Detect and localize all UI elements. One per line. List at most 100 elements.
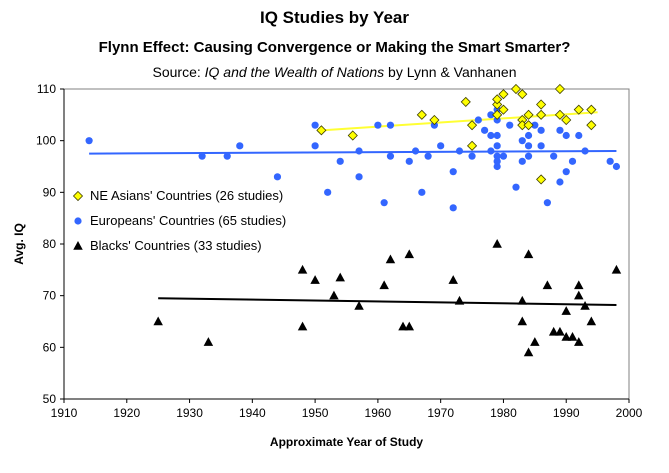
data-point-diamond — [561, 114, 572, 126]
data-point-circle — [487, 131, 495, 140]
x-tick-label: 1930 — [176, 406, 203, 420]
data-point-diamond — [586, 104, 597, 115]
data-point-circle — [455, 147, 464, 155]
data-point-diamond — [416, 109, 427, 120]
legend-entry-circle: Europeans' Countries (65 studies) — [74, 213, 286, 228]
data-point-diamond — [492, 94, 503, 105]
data-point-circle — [537, 126, 545, 134]
data-point-triangle — [517, 316, 528, 326]
x-axis-label: Approximate Year of Study — [270, 435, 423, 449]
data-point-circle — [524, 142, 533, 150]
data-point-circle — [581, 147, 589, 155]
data-point-triangle — [404, 249, 415, 259]
data-point-triangle — [404, 321, 415, 331]
legend-entry-triangle: Blacks' Countries (33 studies) — [73, 238, 262, 253]
chart-source: Source: IQ and the Wealth of Nations by … — [0, 64, 669, 80]
y-tick-label: 80 — [43, 237, 57, 251]
data-point-diamond — [492, 99, 503, 110]
data-point-triangle — [561, 306, 571, 315]
data-point-diamond — [586, 120, 597, 131]
data-point-circle — [524, 152, 533, 160]
data-point-circle — [550, 152, 558, 160]
data-point-diamond — [554, 83, 566, 95]
x-tick-label: 1980 — [490, 406, 517, 420]
data-point-triangle — [574, 280, 584, 290]
data-point-circle — [273, 173, 282, 181]
data-point-triangle — [574, 290, 584, 300]
data-point-circle — [493, 106, 501, 114]
data-point-circle — [468, 152, 476, 160]
data-point-circle — [418, 188, 426, 196]
data-point-triangle — [548, 326, 559, 336]
data-point-circle — [493, 116, 501, 124]
data-point-diamond — [498, 104, 509, 115]
data-point-triangle — [153, 316, 163, 326]
legend-marker-triangle — [73, 241, 83, 250]
data-point-diamond — [536, 99, 547, 110]
data-point-circle — [474, 116, 482, 124]
data-point-circle — [386, 121, 395, 129]
data-point-circle — [449, 204, 457, 212]
data-point-diamond — [573, 104, 584, 115]
data-point-triangle — [523, 347, 534, 357]
data-point-diamond — [523, 109, 534, 120]
data-point-triangle — [492, 239, 502, 248]
data-point-circle — [85, 137, 93, 145]
data-point-diamond — [492, 109, 503, 120]
data-point-circle — [612, 162, 621, 171]
data-point-circle — [430, 121, 438, 129]
data-point-triangle — [448, 275, 458, 284]
data-point-circle — [374, 121, 382, 129]
data-point-triangle — [555, 326, 565, 336]
series-triangle — [153, 239, 622, 357]
source-title: IQ and the Wealth of Nations — [204, 64, 385, 80]
x-tick-label: 2000 — [616, 406, 643, 420]
data-point-circle — [493, 131, 501, 140]
data-point-circle — [556, 178, 564, 186]
data-point-triangle — [203, 337, 214, 346]
data-point-triangle — [530, 337, 540, 346]
data-point-circle — [568, 157, 577, 165]
data-point-triangle — [517, 295, 528, 305]
y-tick-label: 110 — [37, 82, 56, 96]
data-point-triangle — [567, 332, 578, 341]
data-point-diamond — [498, 89, 509, 100]
data-point-circle — [562, 131, 570, 140]
data-point-circle — [405, 157, 413, 165]
data-point-diamond — [316, 125, 327, 136]
source-prefix: Source: — [152, 64, 205, 80]
y-tick-label: 100 — [36, 134, 56, 148]
data-point-circle — [311, 121, 319, 129]
x-tick-label: 1910 — [51, 406, 78, 420]
y-tick-label: 70 — [43, 289, 57, 303]
data-point-circle — [562, 168, 570, 176]
trendline-diamond — [321, 111, 598, 132]
data-point-triangle — [297, 264, 308, 274]
data-point-circle — [324, 188, 332, 196]
data-point-circle — [386, 152, 395, 160]
x-tick-label: 1940 — [239, 406, 266, 420]
legend-entry-diamond: NE Asians' Countries (26 studies) — [72, 188, 283, 203]
data-point-circle — [487, 111, 495, 119]
data-point-circle — [518, 157, 526, 165]
data-point-triangle — [329, 290, 339, 300]
data-point-diamond — [523, 120, 534, 131]
y-axis-label: Avg. IQ — [12, 223, 26, 265]
chart-title: IQ Studies by Year — [260, 8, 409, 27]
data-point-circle — [556, 126, 564, 134]
data-point-circle — [481, 126, 489, 134]
data-point-triangle — [580, 301, 590, 310]
data-point-circle — [493, 157, 501, 165]
data-point-triangle — [454, 295, 465, 305]
data-point-circle — [223, 152, 231, 160]
data-point-circle — [198, 152, 206, 160]
data-point-circle — [499, 152, 508, 160]
data-point-circle — [380, 199, 388, 207]
data-point-circle — [336, 157, 344, 165]
data-point-circle — [512, 183, 520, 191]
data-point-triangle — [586, 316, 597, 326]
data-point-circle — [449, 168, 457, 176]
data-point-circle — [518, 137, 526, 145]
legend-marker-circle — [74, 217, 82, 225]
